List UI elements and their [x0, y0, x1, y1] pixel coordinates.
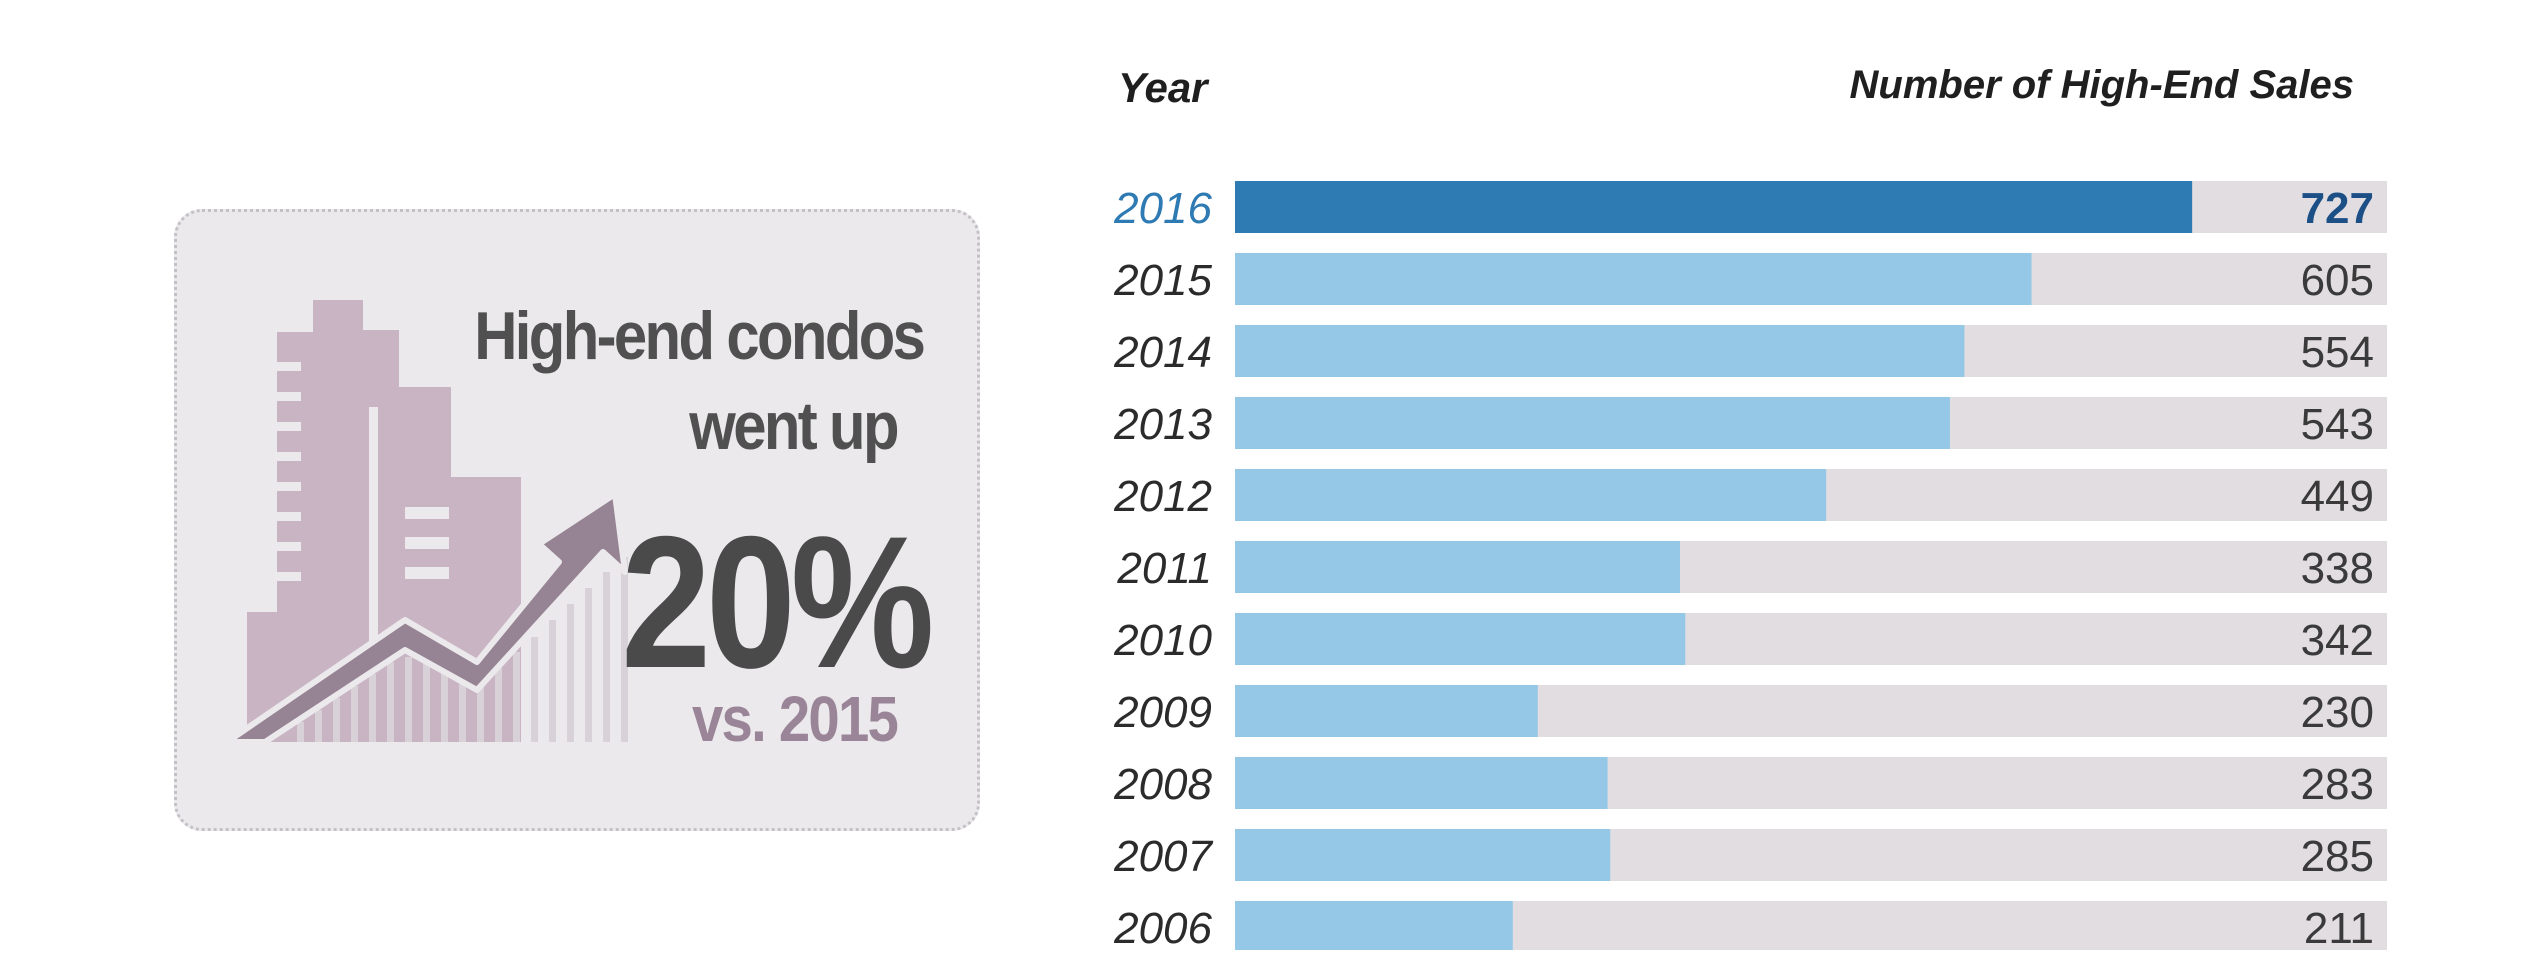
- value-label: 285: [2301, 832, 2374, 881]
- value-label: 449: [2301, 472, 2374, 521]
- bar-2006: [1235, 901, 1513, 953]
- year-label: 2007: [1113, 832, 1213, 881]
- year-label: 2015: [1113, 256, 1212, 305]
- year-label: 2009: [1113, 688, 1212, 737]
- bar-2011: [1235, 541, 1681, 593]
- year-label: 2012: [1113, 472, 1212, 521]
- headline-line-2: went up: [689, 388, 899, 464]
- bar-2010: [1235, 613, 1686, 665]
- growth-percent: 20%: [620, 497, 934, 707]
- bar-2013: [1235, 397, 1950, 449]
- bar-2016: [1235, 181, 2193, 233]
- value-label: 605: [2301, 256, 2374, 305]
- year-label: 2013: [1113, 400, 1212, 449]
- year-column-header: Year: [1118, 64, 1210, 111]
- bar-2008: [1235, 757, 1608, 809]
- year-label: 2016: [1113, 184, 1212, 233]
- bar-2015: [1235, 253, 2032, 305]
- bar-2014: [1235, 325, 1965, 377]
- year-label: 2011: [1116, 544, 1212, 593]
- bar-2009: [1235, 685, 1538, 737]
- value-label: 727: [2301, 184, 2374, 233]
- year-label: 2010: [1113, 616, 1212, 665]
- sales-column-header: Number of High-End Sales: [1850, 63, 2355, 107]
- summary-card: High-end condos went up 20% vs. 2015: [174, 209, 980, 831]
- value-label: 543: [2301, 400, 2374, 449]
- headline-line-1: High-end condos: [473, 298, 926, 374]
- building-growth-icon: [224, 300, 628, 745]
- year-label: 2014: [1113, 328, 1212, 377]
- value-label: 283: [2301, 760, 2374, 809]
- value-label: 230: [2301, 688, 2374, 737]
- comparison-label: vs. 2015: [691, 683, 899, 755]
- bar-2007: [1235, 829, 1611, 881]
- value-label: 554: [2301, 328, 2374, 377]
- sales-bar-chart: Year Number of High-End Sales 2016 727 201…: [1080, 60, 2420, 953]
- value-label: 342: [2301, 616, 2374, 665]
- year-label: 2006: [1113, 904, 1212, 950]
- bar-2012: [1235, 469, 1827, 521]
- year-label: 2008: [1113, 760, 1212, 809]
- chart-canvas: Year Number of High-End Sales 2016 727 201…: [1113, 63, 2387, 953]
- value-label: 338: [2301, 544, 2374, 593]
- value-label: 211: [2304, 904, 2374, 950]
